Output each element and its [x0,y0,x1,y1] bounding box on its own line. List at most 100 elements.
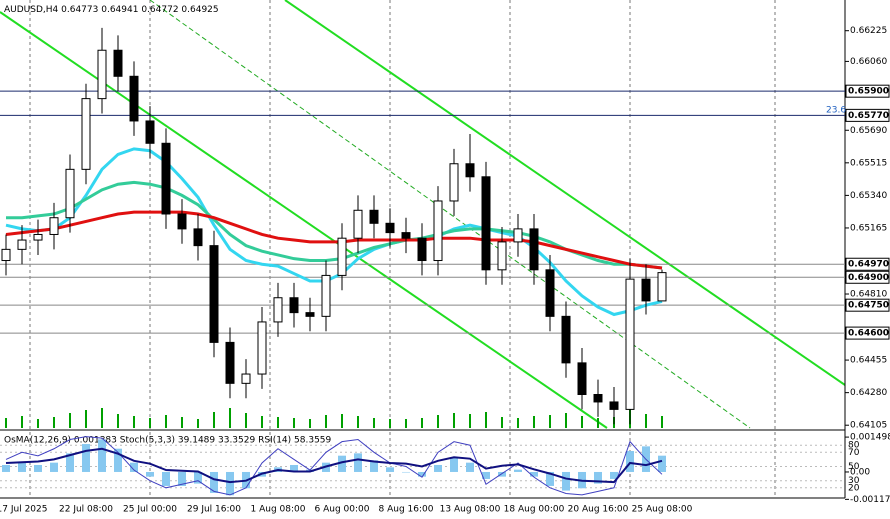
level-label-box [845,326,890,340]
x-tick-label: 6 Aug 00:00 [315,505,370,515]
candle-body [593,394,603,403]
y-tick-label: 0.64280 [850,388,887,398]
candle-body [305,312,315,317]
volume-bar [389,419,391,428]
volume-bar [37,419,39,428]
x-tick-label: 29 Jul 16:00 [187,505,241,515]
osma-bar [370,460,378,472]
candle-body [641,278,651,302]
candle-body [225,341,235,384]
y-tick-label: 0.65690 [850,126,887,136]
candle-body [81,98,91,170]
y-tick-label: 0.65340 [850,191,887,201]
volume-bar [293,418,295,428]
volume-bar [181,417,183,428]
candle-body [401,232,411,239]
candle-body [241,373,251,384]
level-label: 0.64750 [848,301,889,311]
volume-bar [549,415,551,428]
candle-body [561,315,571,364]
osma-bar [18,462,26,472]
level-label-box [845,298,890,312]
candle-body [497,241,507,271]
osma-bar [498,471,506,477]
osma-bar [354,453,362,472]
candle-body [209,245,219,343]
candle-body [177,213,187,230]
volume-bar [437,415,439,428]
candle-body [289,297,299,314]
osma-bar [210,471,218,493]
volume-bar [501,417,503,428]
candle-body [529,228,539,271]
candle-body [161,142,171,215]
y2-tick-label: -0.001176 [850,495,890,505]
volume-bar [661,416,663,428]
level-label-box [845,270,890,284]
volume-bar [165,415,167,428]
candle-body [65,168,75,219]
oscillator-line [5,436,663,496]
osma-bar [2,464,10,472]
y-tick-label: 0.64455 [850,356,887,366]
y-tick-label: 0.65165 [850,223,887,233]
candle-body [33,233,43,241]
level-label: 0.64600 [848,329,889,339]
osma-bar [338,455,346,472]
candle-body [321,274,331,317]
level-label-box [845,84,890,98]
osma-bar [466,462,474,472]
moving-average [6,180,663,270]
osma-bar [194,471,202,484]
volume-bar [53,417,55,428]
osma-bar [450,458,458,472]
volume-bar [453,413,455,428]
level-label: 0.65770 [848,111,889,121]
candle-body [273,297,283,323]
osma-bar [546,471,554,486]
volume-bar [5,418,7,428]
volume-bar [357,416,359,428]
volume-bar [69,413,71,428]
osma-bar [290,464,298,472]
osma-bar [34,464,42,472]
volume-bar [149,418,151,428]
x-tick-label: 13 Aug 08:00 [440,505,501,515]
osma-bar [562,471,570,491]
candle-body [449,163,459,202]
volume-bar [229,408,231,428]
x-tick-label: 8 Aug 16:00 [379,505,434,515]
y-tick-label: 0.66225 [850,26,887,36]
candle-body [97,49,107,100]
level-label: 0.64900 [848,273,889,283]
indicator-header: OsMA(12,26,9) 0.001383 Stoch(5,3,3) 39.1… [4,436,332,446]
x-tick-label: 1 Aug 08:00 [251,505,306,515]
x-tick-label: 22 Jul 08:00 [59,505,113,515]
osma-bar [530,471,538,477]
symbol-header: AUDUSD,H4 0.64773 0.64941 0.64772 0.6492… [4,5,219,15]
y-tick-label: 0.65515 [850,158,887,168]
candle-body [49,217,59,235]
volume-bar [117,414,119,428]
volume-bar [597,418,599,428]
osma-bar [226,471,234,496]
volume-bar [565,413,567,428]
osma-bar [114,448,122,472]
y-tick-label: 70 [848,448,860,458]
osma-bar [162,471,170,486]
candle-body [113,49,123,77]
y-tick-label: 0.64105 [850,421,887,431]
x-tick-label: 25 Aug 08:00 [632,505,693,515]
volume-bar [581,416,583,428]
candle-body [1,248,11,262]
osma-bar [50,462,58,472]
osma-bar [66,453,74,472]
candle-body [193,228,203,247]
y-tick-label: 30 [848,476,860,486]
volume-bar [309,419,311,428]
x-tick-label: 20 Aug 16:00 [568,505,629,515]
volume-bar [373,418,375,428]
fib-label: 23.6 [826,106,846,116]
candle-body [257,321,267,375]
